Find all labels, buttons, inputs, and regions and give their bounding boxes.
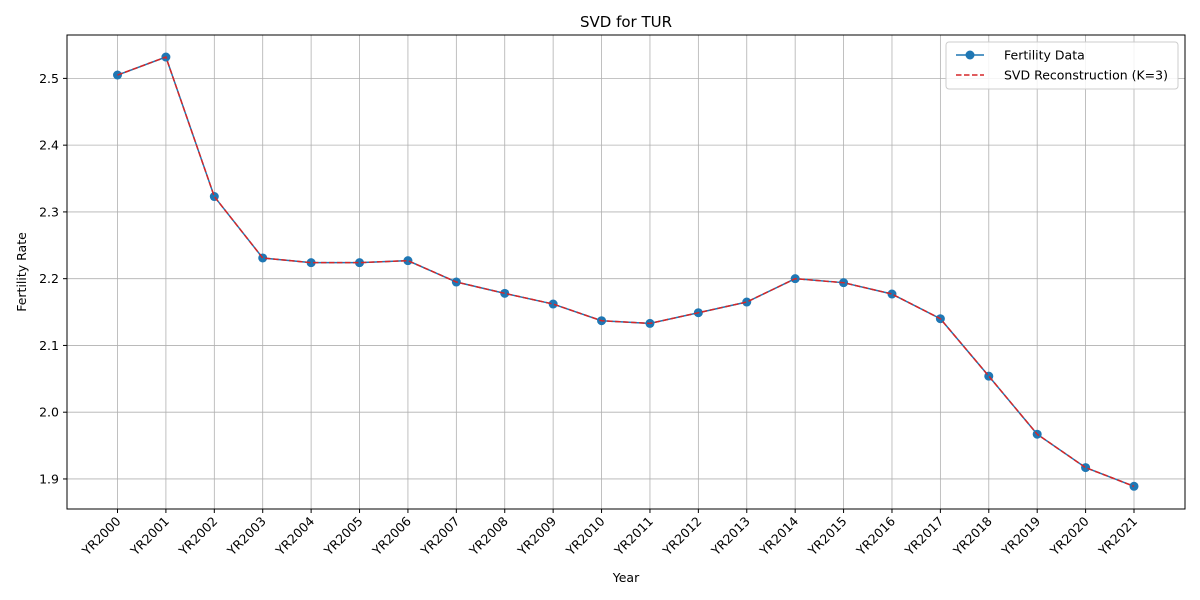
- x-tick-label: YR2001: [127, 514, 172, 559]
- y-axis-title: Fertility Rate: [14, 232, 29, 312]
- grid: [67, 35, 1185, 509]
- x-tick-label: YR2006: [369, 513, 414, 558]
- y-tick-label: 2.1: [39, 338, 59, 353]
- x-tick-label: YR2004: [272, 513, 317, 558]
- data-point-fertility-data: [500, 288, 510, 298]
- x-tick-label: YR2010: [562, 513, 607, 558]
- legend-box: [945, 41, 1179, 90]
- x-tick-label: YR2009: [514, 513, 559, 558]
- x-tick-label: YR2002: [175, 514, 220, 559]
- chart-title: SVD for TUR: [580, 13, 672, 31]
- data-point-fertility-data: [355, 258, 365, 268]
- x-axis: YR2000 YR2001 YR2002 YR2003 YR2004 YR2005 YR20…: [78, 509, 1140, 559]
- data-point-fertility-data: [1081, 463, 1091, 473]
- data-point-fertility-data: [548, 299, 558, 309]
- series-layer: [113, 52, 1139, 491]
- x-tick-label: YR2000: [78, 513, 123, 558]
- x-tick-label: YR2019: [998, 513, 1043, 558]
- x-tick-label: YR2017: [901, 514, 946, 559]
- y-tick-label: 2.2: [39, 271, 59, 286]
- data-point-fertility-data: [306, 258, 316, 268]
- y-tick-label: 2.5: [39, 71, 59, 86]
- y-tick-label: 2.3: [39, 204, 59, 219]
- legend-label-svd-reconstruction: SVD Reconstruction (K=3): [1004, 68, 1168, 83]
- x-tick-label: YR2005: [320, 514, 365, 559]
- x-tick-label: YR2018: [950, 513, 995, 558]
- y-tick-label: 2.4: [39, 138, 59, 153]
- x-tick-label: YR2013: [708, 514, 753, 559]
- x-tick-label: YR2020: [1046, 513, 1091, 558]
- x-tick-label: YR2011: [611, 514, 656, 559]
- x-tick-label: YR2014: [756, 513, 801, 558]
- legend: Fertility Data SVD Reconstruction (K=3): [945, 41, 1179, 90]
- x-tick-label: YR2003: [223, 514, 268, 559]
- series-line-fertility-data: [117, 56, 1135, 488]
- legend-label-fertility-data: Fertility Data: [1004, 48, 1085, 63]
- data-point-fertility-data: [887, 289, 897, 299]
- data-point-fertility-data: [403, 256, 413, 266]
- legend-marker-fertility-data: [965, 50, 975, 60]
- x-tick-label: YR2016: [853, 513, 898, 558]
- data-point-fertility-data: [742, 297, 752, 307]
- x-tick-label: YR2007: [417, 514, 462, 559]
- series-line-svd-reconstruction: [117, 56, 1135, 488]
- y-tick-label: 2.0: [39, 405, 59, 420]
- x-tick-label: YR2021: [1095, 514, 1140, 559]
- y-axis: 1.9 2.0 2.1 2.2 2.3 2.4 2.5: [39, 71, 67, 486]
- y-tick-label: 1.9: [39, 471, 59, 486]
- x-tick-label: YR2008: [466, 513, 511, 558]
- x-axis-title: Year: [612, 570, 640, 585]
- x-tick-label: YR2012: [659, 514, 704, 559]
- x-tick-label: YR2015: [804, 514, 849, 559]
- plot-frame: [66, 34, 1186, 510]
